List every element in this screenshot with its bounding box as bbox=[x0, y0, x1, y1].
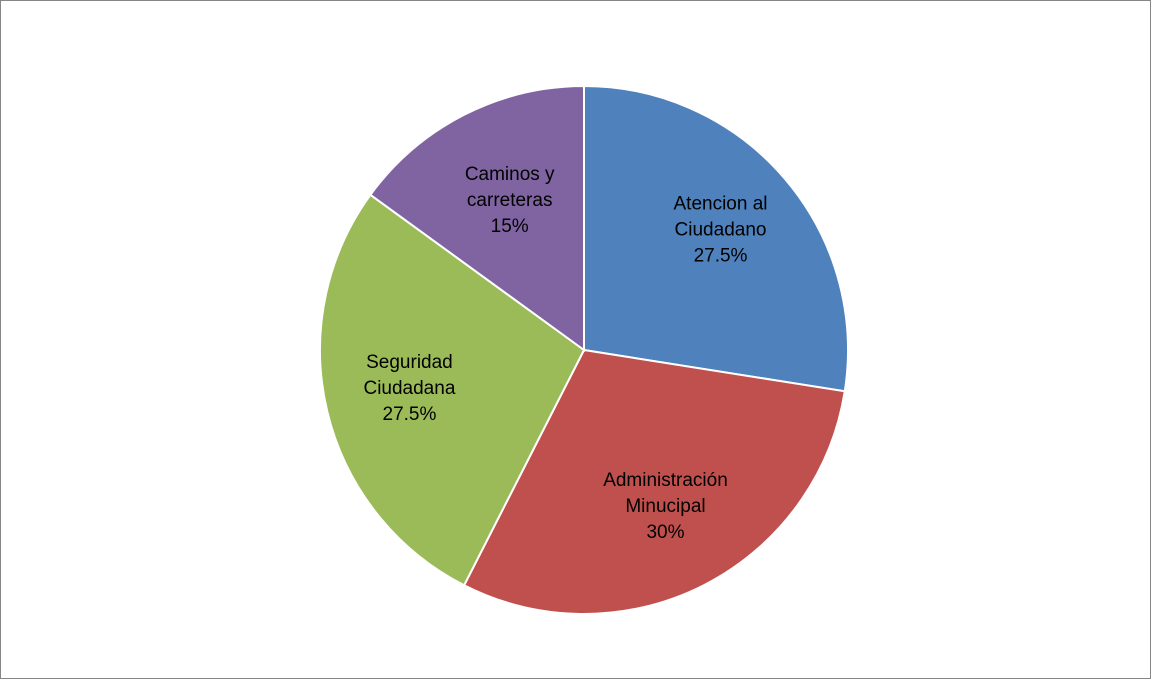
slice-label: Atencion al Ciudadano bbox=[674, 193, 768, 240]
pie-slice bbox=[369, 84, 585, 352]
slice-label-line: carreteras bbox=[467, 190, 553, 211]
slice-label: Administración Minucipal bbox=[603, 470, 728, 517]
slice-label-line: Ciudadano bbox=[675, 219, 767, 240]
slice-value-label: 15% bbox=[491, 216, 529, 237]
slice-value-label: 27.5% bbox=[383, 404, 437, 425]
slice-label: Caminos y carreteras bbox=[465, 164, 555, 211]
slice-label-line: Seguridad bbox=[366, 352, 453, 373]
slice-label: Seguridad Ciudadana bbox=[363, 352, 455, 399]
slice-label-line: Minucipal bbox=[625, 496, 705, 517]
slice-value-label: 27.5% bbox=[694, 245, 748, 266]
pie-slice bbox=[583, 84, 849, 393]
pie-slice bbox=[319, 193, 586, 587]
slice-label-line: Administración bbox=[603, 470, 728, 491]
slice-value-label: 30% bbox=[646, 522, 684, 543]
pie-slice bbox=[462, 348, 846, 615]
slice-label-line: Atencion al bbox=[674, 193, 768, 214]
slice-label-line: Caminos y bbox=[465, 164, 555, 185]
slice-label-line: Ciudadana bbox=[363, 378, 455, 399]
